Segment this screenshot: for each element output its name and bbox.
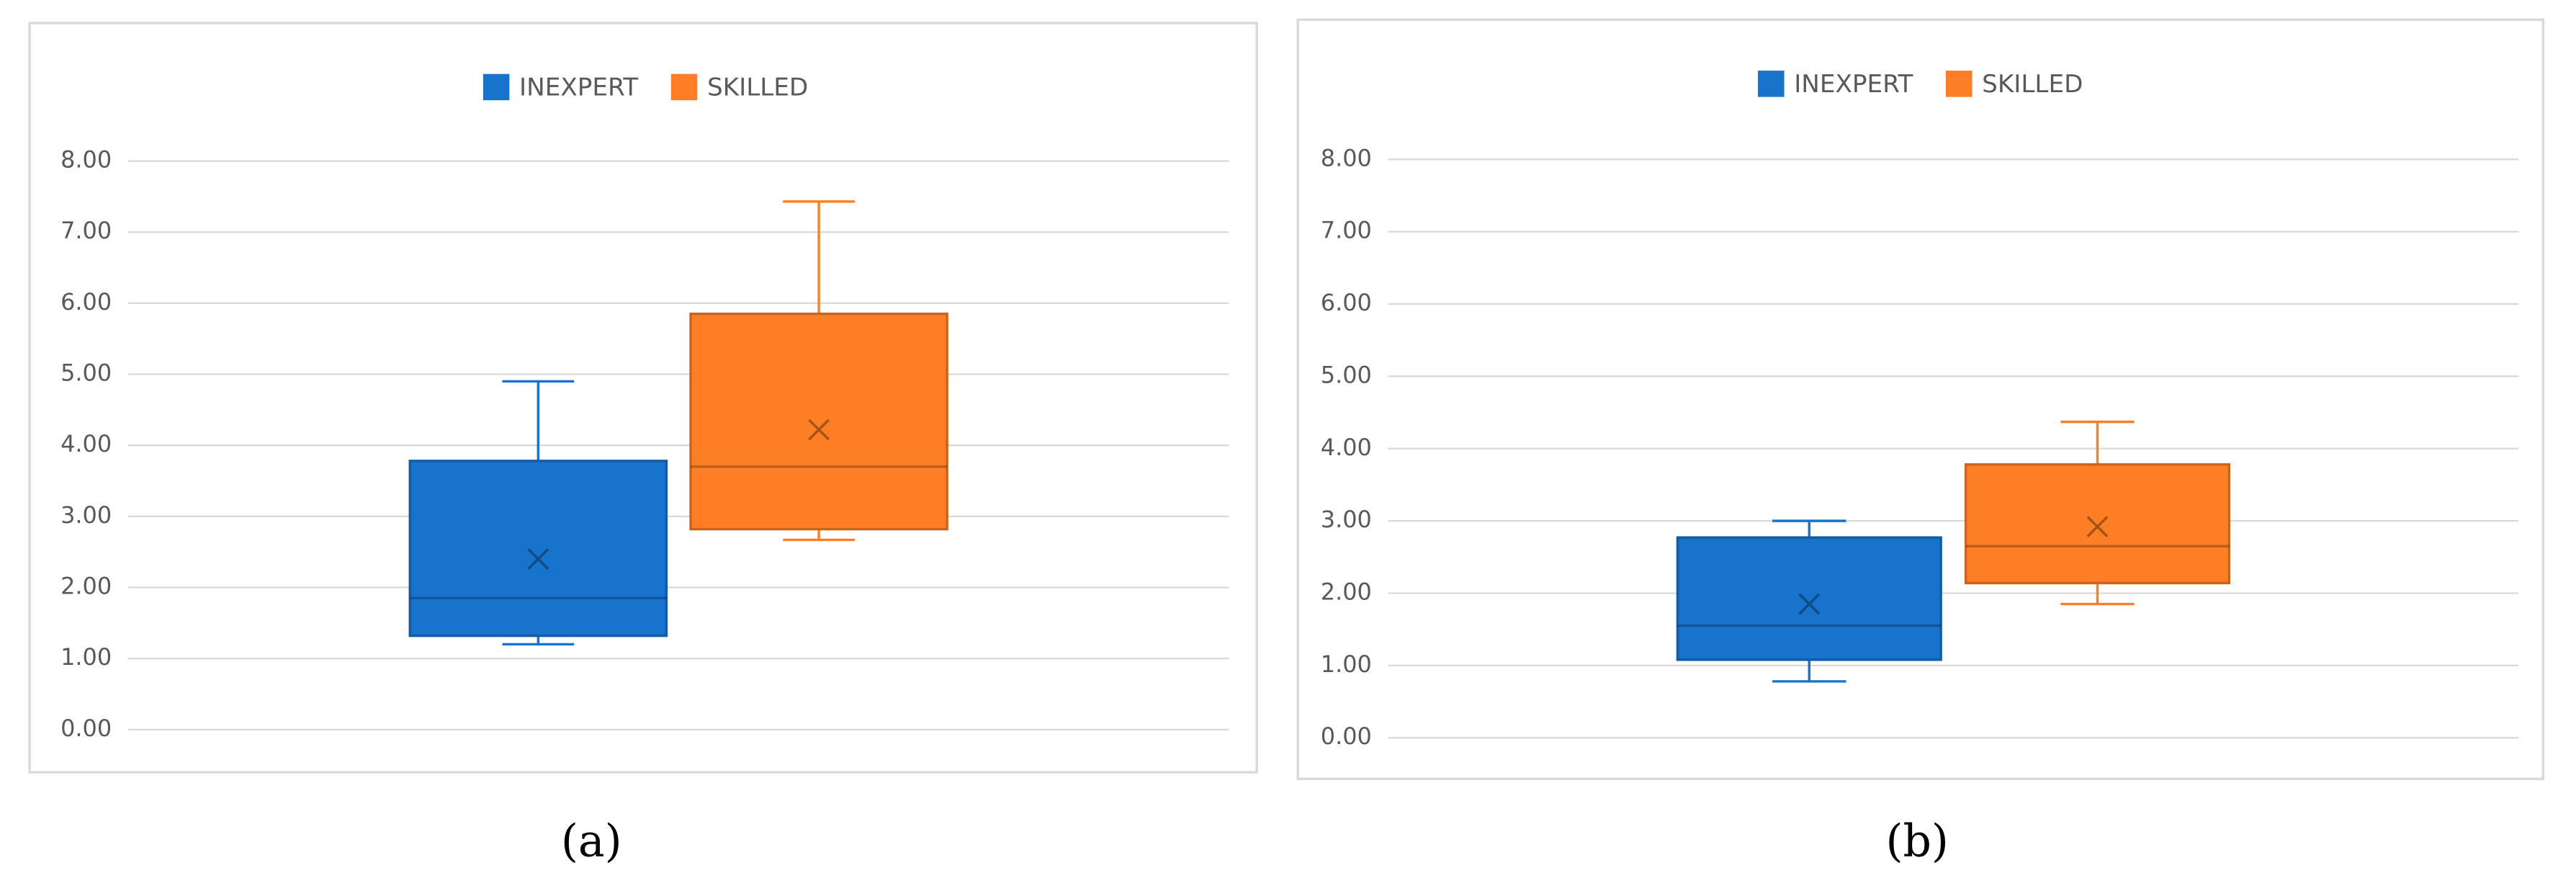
- box-outline: [689, 312, 948, 531]
- caption: (b): [1885, 815, 1948, 867]
- box: [689, 312, 948, 531]
- y-tick-label: 1.00: [60, 643, 112, 671]
- y-tick-label: 6.00: [60, 288, 112, 316]
- y-tick-label: 7.00: [1321, 217, 1372, 244]
- y-tick-label: 2.00: [1321, 578, 1372, 605]
- legend-swatch: [483, 73, 510, 101]
- box: [408, 460, 668, 637]
- box: [1676, 536, 1942, 661]
- box-outline: [1964, 463, 2231, 585]
- y-tick-label: 8.00: [1321, 144, 1372, 171]
- legend-label: INEXPERT: [1794, 70, 1913, 99]
- legend-label: INEXPERT: [519, 73, 638, 102]
- y-tick-label: 2.00: [60, 573, 112, 600]
- box-outline: [408, 460, 668, 637]
- legend-label: SKILLED: [707, 73, 808, 102]
- legend-label: SKILLED: [1982, 70, 2083, 99]
- y-tick-label: 0.00: [60, 715, 112, 742]
- mean-marker: [2086, 516, 2109, 538]
- y-tick-label: 3.00: [60, 501, 112, 529]
- y-tick-label: 4.00: [1321, 434, 1372, 461]
- mean-marker: [1798, 593, 1821, 615]
- legend-swatch: [670, 73, 698, 101]
- y-tick-label: 3.00: [1321, 506, 1372, 533]
- box-outline: [1676, 536, 1942, 661]
- mean-marker: [808, 419, 830, 441]
- y-tick-label: 1.00: [1321, 650, 1372, 678]
- caption: (a): [561, 815, 622, 867]
- legend-swatch: [1758, 71, 1785, 97]
- y-tick-label: 8.00: [60, 146, 112, 174]
- y-tick-label: 0.00: [1321, 722, 1372, 750]
- mean-marker: [527, 548, 549, 570]
- legend-swatch: [1945, 71, 1973, 97]
- y-tick-label: 5.00: [1321, 361, 1372, 388]
- y-tick-label: 4.00: [60, 430, 112, 457]
- y-tick-label: 6.00: [1321, 289, 1372, 316]
- y-tick-label: 5.00: [60, 359, 112, 387]
- panel-a: [28, 22, 1258, 774]
- box: [1964, 463, 2231, 585]
- y-tick-label: 7.00: [60, 217, 112, 244]
